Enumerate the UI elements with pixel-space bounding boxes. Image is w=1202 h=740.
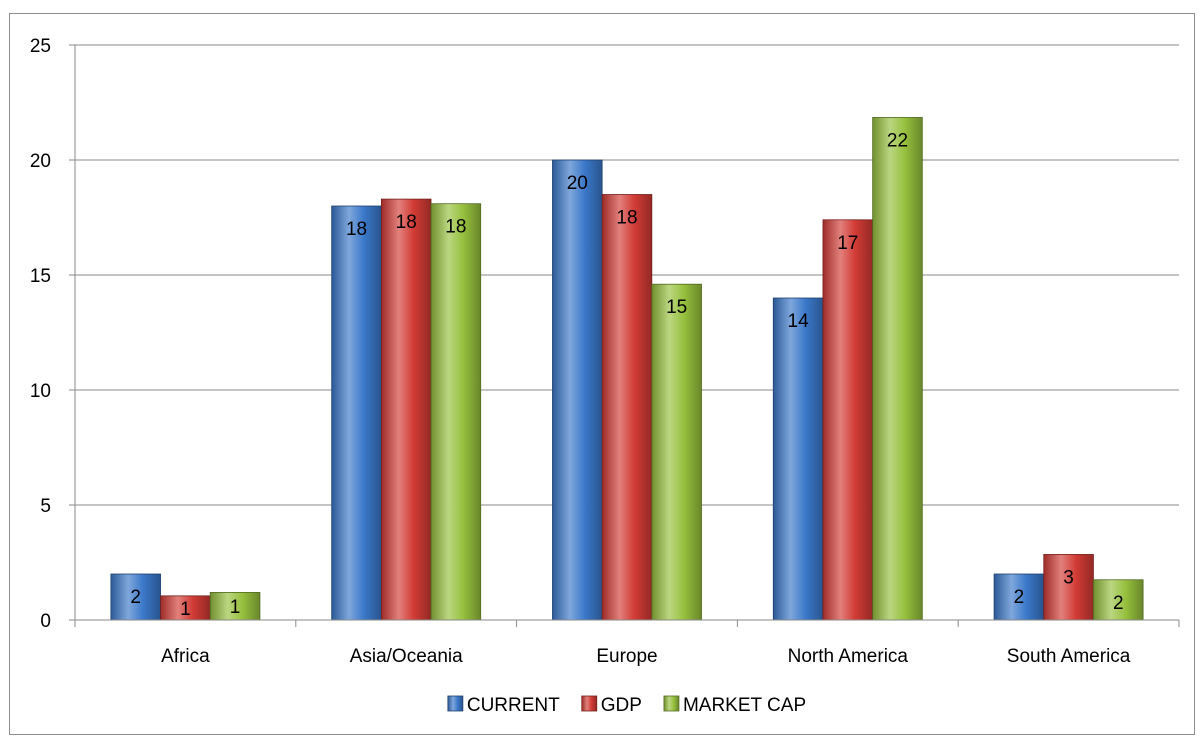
x-tick-label: South America	[1007, 646, 1131, 667]
data-label: 18	[445, 217, 466, 238]
legend-label: CURRENT	[467, 695, 560, 716]
bar-current	[993, 573, 1045, 621]
legend-label: MARKET CAP	[683, 695, 806, 716]
bar-market-cap	[651, 283, 702, 621]
data-label: 20	[567, 173, 588, 194]
data-label: 18	[396, 212, 417, 233]
y-tick-label: 10	[30, 381, 51, 402]
y-tick-label: 0	[40, 611, 51, 632]
y-tick-label: 20	[30, 151, 51, 172]
y-tick-label: 25	[30, 36, 51, 57]
bar-gdp	[1043, 554, 1094, 621]
bar-current	[772, 297, 824, 621]
legend-swatch	[581, 695, 598, 712]
bar-gdp	[380, 198, 432, 621]
data-label: 17	[837, 233, 858, 254]
data-label: 1	[180, 599, 191, 620]
x-tick-label: Africa	[161, 646, 210, 667]
x-tick-label: Europe	[596, 646, 657, 667]
data-label: 14	[788, 311, 810, 332]
bar-current	[552, 159, 603, 621]
data-label: 15	[666, 297, 687, 318]
legend: CURRENT GDP MARKET CAP	[447, 695, 806, 716]
bar-market-cap	[430, 203, 482, 621]
bars	[110, 117, 1144, 621]
data-label: 2	[1113, 593, 1124, 614]
legend-label: GDP	[601, 695, 642, 716]
y-tick-label: 15	[30, 266, 51, 287]
bar-gdp	[822, 219, 874, 621]
bar-market-cap	[872, 117, 923, 621]
legend-swatch	[663, 695, 680, 712]
bar-market-cap	[209, 592, 261, 621]
data-label: 3	[1063, 567, 1074, 588]
axes: 0 5 10 15 20 25 Africa Asia/Oceania Europe North …	[30, 36, 1180, 667]
legend-swatch	[447, 695, 464, 712]
data-label: 1	[230, 597, 241, 618]
bar-gdp	[601, 194, 653, 621]
data-label: 22	[887, 130, 908, 151]
data-label: 2	[130, 587, 141, 608]
bar-market-cap	[1093, 579, 1144, 621]
data-label: 18	[616, 208, 637, 229]
y-tick-label: 5	[40, 496, 51, 517]
x-tick-label: Asia/Oceania	[350, 646, 463, 667]
data-label: 18	[346, 219, 367, 240]
x-tick-label: North America	[788, 646, 909, 667]
bar-gdp	[160, 595, 211, 621]
data-label: 2	[1014, 587, 1025, 608]
bar-current	[331, 205, 382, 621]
